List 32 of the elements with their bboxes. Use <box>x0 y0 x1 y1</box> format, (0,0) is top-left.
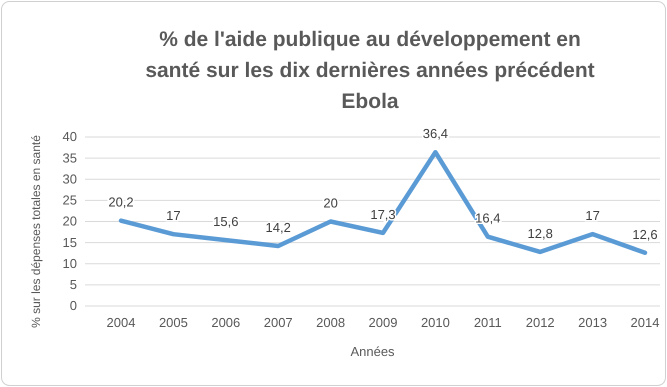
x-tick-label: 2013 <box>578 315 608 330</box>
x-tick-label: 2011 <box>474 315 502 330</box>
data-label: 17 <box>585 208 600 224</box>
y-tick-label: 40 <box>62 129 77 144</box>
data-label: 36,4 <box>422 126 448 142</box>
data-label: 12,6 <box>632 226 658 242</box>
data-label: 17 <box>166 208 181 224</box>
x-tick-label: 2005 <box>158 315 188 330</box>
x-tick-label: 2007 <box>264 315 293 330</box>
data-label: 15,6 <box>213 214 238 230</box>
x-tick-label: 2008 <box>316 315 346 330</box>
x-tick-label: 2014 <box>630 315 660 330</box>
y-tick-label: 0 <box>70 298 77 314</box>
x-tick-label: 2010 <box>420 315 450 330</box>
data-label: 20,2 <box>108 194 134 210</box>
chart-title: % de l'aide publique au développement en santé sur les dix dernières années précédent Ebola <box>145 28 595 113</box>
y-tick-label: 35 <box>62 150 77 166</box>
y-axis-title: % sur les dépenses totales en santé <box>29 134 43 328</box>
data-label: 12,8 <box>528 226 553 241</box>
x-tick-label: 2004 <box>106 315 136 330</box>
x-tick-label: 2009 <box>368 315 398 330</box>
y-tick-label: 10 <box>62 256 77 271</box>
y-tick-label: 30 <box>62 171 77 186</box>
y-tick-label: 15 <box>62 234 77 250</box>
y-tick-label: 25 <box>62 192 77 208</box>
y-tick-label: 20 <box>62 214 77 229</box>
x-tick-label: 2012 <box>526 315 555 330</box>
y-tick-label: 5 <box>70 277 77 292</box>
data-label: 20 <box>323 196 338 210</box>
x-tick-label: 2006 <box>211 315 240 330</box>
data-label: 14,2 <box>266 220 291 236</box>
x-axis-title: Années <box>350 344 396 359</box>
